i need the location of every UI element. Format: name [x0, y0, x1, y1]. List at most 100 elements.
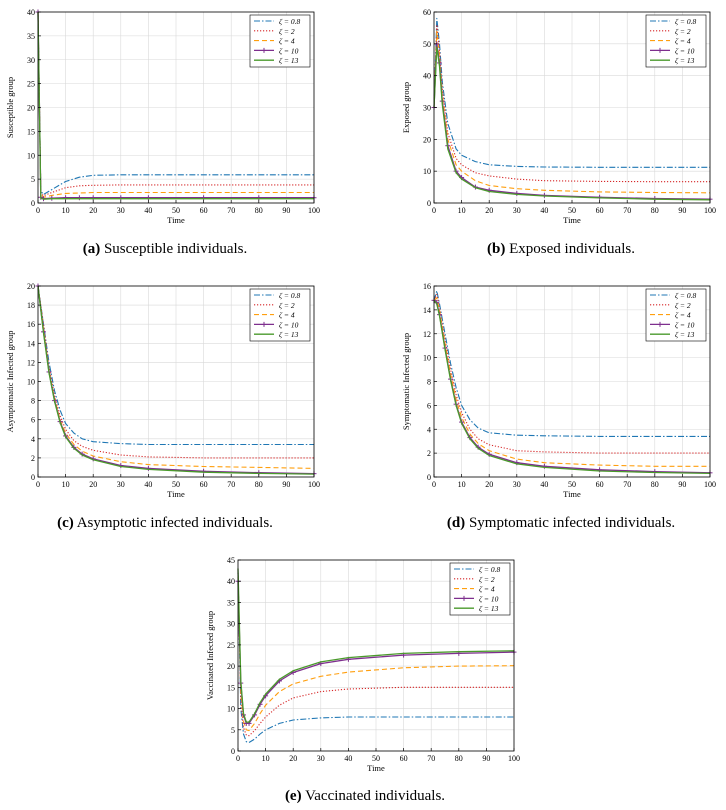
caption-tag: (b) [487, 241, 506, 257]
series-line-1 [433, 24, 710, 183]
legend-label-1: ζ = 2 [675, 301, 691, 310]
y-tick-label: 15 [27, 127, 35, 136]
y-axis-label: Exposed group [401, 82, 411, 133]
x-tick-label: 10 [458, 206, 466, 215]
legend-label-2: ζ = 4 [675, 37, 691, 46]
series-line-1 [37, 285, 314, 459]
plot-exposed: 0 10 20 30 40 50 60 70 80 90 100 0 10 20 30 40 50 60 Time E… [401, 8, 716, 225]
x-tick-label: 30 [513, 480, 521, 489]
x-axis-label: Time [563, 215, 581, 225]
legend-label-3: ζ = 10 [675, 46, 695, 55]
caption-text: Asymptotic infected individuals. [76, 515, 273, 531]
x-tick-label: 70 [623, 206, 631, 215]
x-tick-label: 40 [540, 480, 548, 489]
legend-label-2: ζ = 4 [479, 585, 495, 594]
legend-label-1: ζ = 2 [279, 301, 295, 310]
caption-text: Vaccinated individuals. [305, 788, 446, 804]
x-tick-label: 10 [62, 480, 70, 489]
caption-tag: (d) [446, 515, 466, 531]
x-tick-label: 100 [704, 480, 716, 489]
x-tick-label: 20 [289, 754, 297, 763]
y-tick-label: 0 [231, 747, 235, 756]
x-axis-label: Time [367, 763, 385, 773]
y-tick-label: 40 [423, 72, 431, 81]
x-tick-label: 50 [172, 480, 180, 489]
x-tick-label: 100 [308, 206, 320, 215]
x-tick-label: 60 [400, 754, 408, 763]
y-tick-label: 8 [427, 378, 431, 387]
x-tick-label: 70 [227, 206, 235, 215]
series-line-0 [433, 17, 710, 168]
caption-susceptible: (a) Susceptible individuals. [0, 241, 330, 258]
x-tick-label: 90 [678, 480, 686, 489]
legend-label-0: ζ = 0.8 [279, 17, 300, 26]
series-line-1 [37, 11, 314, 197]
legend-box [449, 562, 511, 616]
y-tick-label: 10 [227, 705, 235, 714]
x-tick-label: 40 [144, 206, 152, 215]
x-tick-label: 60 [596, 206, 604, 215]
y-tick-label: 10 [27, 378, 35, 387]
y-tick-label: 30 [227, 620, 235, 629]
y-axis-label: Asymptomatic Infected group [5, 331, 15, 433]
x-axis-label: Time [167, 489, 185, 499]
y-tick-label: 45 [227, 556, 235, 565]
y-tick-label: 20 [27, 282, 35, 291]
x-tick-label: 70 [623, 480, 631, 489]
legend-label-0: ζ = 0.8 [675, 17, 696, 26]
series-line-4 [433, 299, 711, 475]
x-tick-label: 50 [568, 206, 576, 215]
caption-tag: (e) [284, 788, 302, 804]
y-tick-label: 0 [427, 473, 431, 482]
caption-tag: (a) [82, 241, 101, 257]
y-tick-label: 14 [423, 306, 431, 315]
x-tick-label: 60 [200, 480, 208, 489]
x-tick-label: 80 [455, 754, 463, 763]
y-axis-label: Susceptible group [5, 77, 15, 138]
y-tick-label: 18 [27, 301, 35, 310]
plot-vaccinated: 0 10 20 30 40 50 60 70 80 90 100 0 5 10 15 20 25 30 35 40 45… [205, 556, 520, 773]
series-line-0 [37, 285, 314, 446]
x-tick-label: 80 [255, 206, 263, 215]
y-tick-label: 4 [31, 435, 35, 444]
y-tick-label: 50 [423, 40, 431, 49]
y-tick-label: 0 [427, 199, 431, 208]
legend-box [645, 288, 707, 342]
y-tick-label: 35 [27, 32, 35, 41]
y-tick-label: 14 [27, 339, 35, 348]
x-tick-label: 20 [485, 480, 493, 489]
legend-label-4: ζ = 13 [479, 604, 499, 613]
y-tick-label: 6 [31, 416, 35, 425]
y-tick-label: 20 [27, 104, 35, 113]
y-tick-label: 40 [227, 577, 235, 586]
x-tick-label: 0 [432, 480, 436, 489]
y-tick-label: 8 [31, 397, 35, 406]
x-tick-label: 0 [236, 754, 240, 763]
x-tick-label: 80 [255, 480, 263, 489]
series-line-0 [433, 290, 710, 437]
y-tick-label: 0 [31, 473, 35, 482]
y-tick-label: 40 [27, 8, 35, 17]
x-tick-label: 20 [485, 206, 493, 215]
x-tick-label: 60 [596, 480, 604, 489]
x-tick-label: 40 [144, 480, 152, 489]
y-tick-label: 25 [227, 641, 235, 650]
caption-text: Exposed individuals. [509, 241, 635, 257]
legend-label-3: ζ = 10 [279, 320, 299, 329]
series-line-4 [37, 11, 314, 200]
y-tick-label: 20 [423, 135, 431, 144]
series-line-4 [237, 568, 515, 723]
y-tick-label: 16 [27, 320, 35, 329]
series-line-0 [237, 572, 514, 744]
x-tick-label: 0 [432, 206, 436, 215]
plot-susceptible: 0 10 20 30 40 50 60 70 80 90 100 0 5 10 15 20 25 30 35 40 Ti… [5, 8, 320, 225]
x-tick-label: 100 [508, 754, 520, 763]
series-line-4 [37, 285, 315, 475]
y-tick-label: 6 [427, 401, 431, 410]
legend-box [645, 14, 707, 68]
plot-asymptomatic: 0 10 20 30 40 50 60 70 80 90 100 0 2 4 6 8 10 12 14 16 18 20 T… [5, 282, 320, 499]
legend-label-2: ζ = 4 [279, 37, 295, 46]
x-tick-label: 40 [344, 754, 352, 763]
legend-box [249, 14, 311, 68]
y-tick-label: 16 [423, 282, 431, 291]
